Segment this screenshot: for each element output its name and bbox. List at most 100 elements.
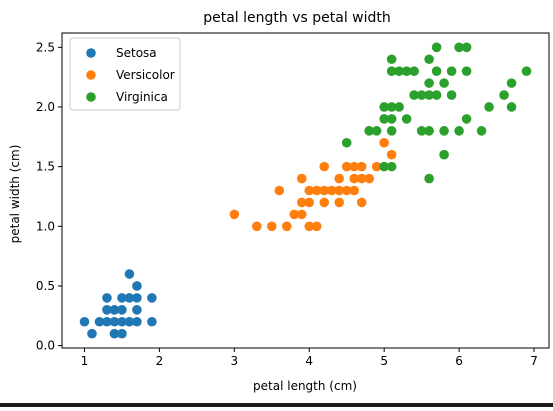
- x-tick-label: 6: [455, 354, 463, 368]
- data-point: [446, 66, 457, 76]
- data-point: [117, 293, 127, 303]
- data-point: [311, 221, 322, 232]
- data-point: [147, 316, 157, 327]
- y-tick-label: 0.5: [36, 279, 55, 293]
- data-point: [356, 197, 367, 208]
- legend-label: Versicolor: [116, 68, 175, 82]
- data-point: [319, 161, 330, 172]
- data-point: [401, 114, 412, 124]
- data-point: [379, 102, 389, 112]
- data-point: [117, 305, 127, 315]
- data-point: [439, 126, 449, 136]
- x-tick-label: 3: [231, 354, 239, 368]
- data-point: [304, 185, 315, 196]
- y-tick-label: 2.5: [36, 40, 55, 54]
- data-point: [334, 173, 345, 184]
- data-point: [424, 54, 434, 65]
- data-point: [409, 90, 419, 100]
- data-point: [79, 316, 90, 327]
- x-axis-label: petal length (cm): [253, 379, 357, 393]
- x-axis: 1 2 3 4 5 6 7: [81, 348, 538, 368]
- x-tick-label: 4: [305, 354, 313, 368]
- data-point: [499, 90, 509, 100]
- data-point: [117, 328, 127, 339]
- y-axis-label: petal width (cm): [8, 145, 22, 244]
- data-point: [439, 78, 449, 88]
- y-tick-label: 0.0: [36, 339, 55, 353]
- data-point: [461, 42, 472, 53]
- data-point: [371, 126, 382, 136]
- data-point: [431, 42, 442, 53]
- window-bottom-border: [0, 403, 553, 407]
- data-point: [379, 161, 389, 172]
- series-virginica: [341, 42, 532, 184]
- data-point: [386, 102, 397, 112]
- data-point: [274, 185, 285, 196]
- data-point: [401, 66, 412, 76]
- data-point: [304, 221, 315, 232]
- y-axis: 0.0 0.5 1.0 1.5 2.0 2.5: [36, 40, 62, 353]
- data-point: [296, 209, 307, 220]
- data-point: [102, 305, 112, 315]
- data-point: [349, 173, 360, 184]
- data-point: [431, 66, 442, 76]
- data-point: [334, 197, 345, 208]
- data-point: [386, 54, 397, 65]
- x-tick-label: 7: [530, 354, 538, 368]
- data-point: [394, 66, 404, 76]
- x-tick-label: 1: [81, 354, 89, 368]
- data-point: [446, 90, 457, 100]
- data-point: [484, 102, 494, 112]
- data-point: [132, 293, 142, 303]
- data-point: [371, 161, 382, 172]
- data-point: [132, 316, 142, 327]
- data-point: [409, 66, 419, 76]
- data-point: [386, 66, 397, 76]
- x-tick-label: 2: [156, 354, 164, 368]
- data-point: [334, 185, 345, 196]
- data-point: [424, 173, 434, 184]
- data-point: [281, 221, 292, 232]
- data-point: [132, 281, 142, 291]
- data-point: [304, 197, 315, 208]
- data-point: [461, 66, 472, 76]
- data-point: [394, 102, 404, 112]
- data-point: [349, 185, 360, 196]
- data-point: [386, 114, 397, 124]
- data-point: [424, 90, 434, 100]
- data-point: [319, 197, 330, 208]
- data-point: [424, 126, 434, 136]
- y-tick-label: 1.5: [36, 160, 55, 174]
- data-point: [386, 149, 397, 160]
- data-point: [124, 269, 135, 279]
- legend-marker: [86, 48, 96, 58]
- legend-marker: [86, 70, 96, 80]
- data-point: [289, 209, 300, 220]
- data-point: [424, 78, 434, 88]
- data-point: [311, 185, 322, 196]
- data-point: [132, 305, 142, 315]
- data-point: [102, 293, 112, 303]
- data-point: [87, 328, 97, 339]
- data-point: [454, 42, 464, 53]
- data-point: [341, 185, 352, 196]
- legend-label: Setosa: [116, 46, 157, 60]
- y-tick-label: 1.0: [36, 219, 55, 233]
- data-point: [439, 149, 449, 160]
- x-tick-label: 5: [380, 354, 388, 368]
- data-point: [341, 161, 352, 172]
- data-point: [379, 137, 389, 148]
- data-point: [521, 66, 532, 76]
- data-point: [416, 90, 427, 100]
- series-versicolor: [229, 126, 397, 232]
- data-point: [251, 221, 262, 232]
- data-point: [296, 173, 307, 184]
- legend: Setosa Versicolor Virginica: [69, 37, 181, 111]
- data-point: [109, 305, 120, 315]
- data-point: [147, 293, 157, 303]
- data-point: [266, 221, 277, 232]
- plot-area: [79, 42, 532, 339]
- data-point: [364, 126, 374, 136]
